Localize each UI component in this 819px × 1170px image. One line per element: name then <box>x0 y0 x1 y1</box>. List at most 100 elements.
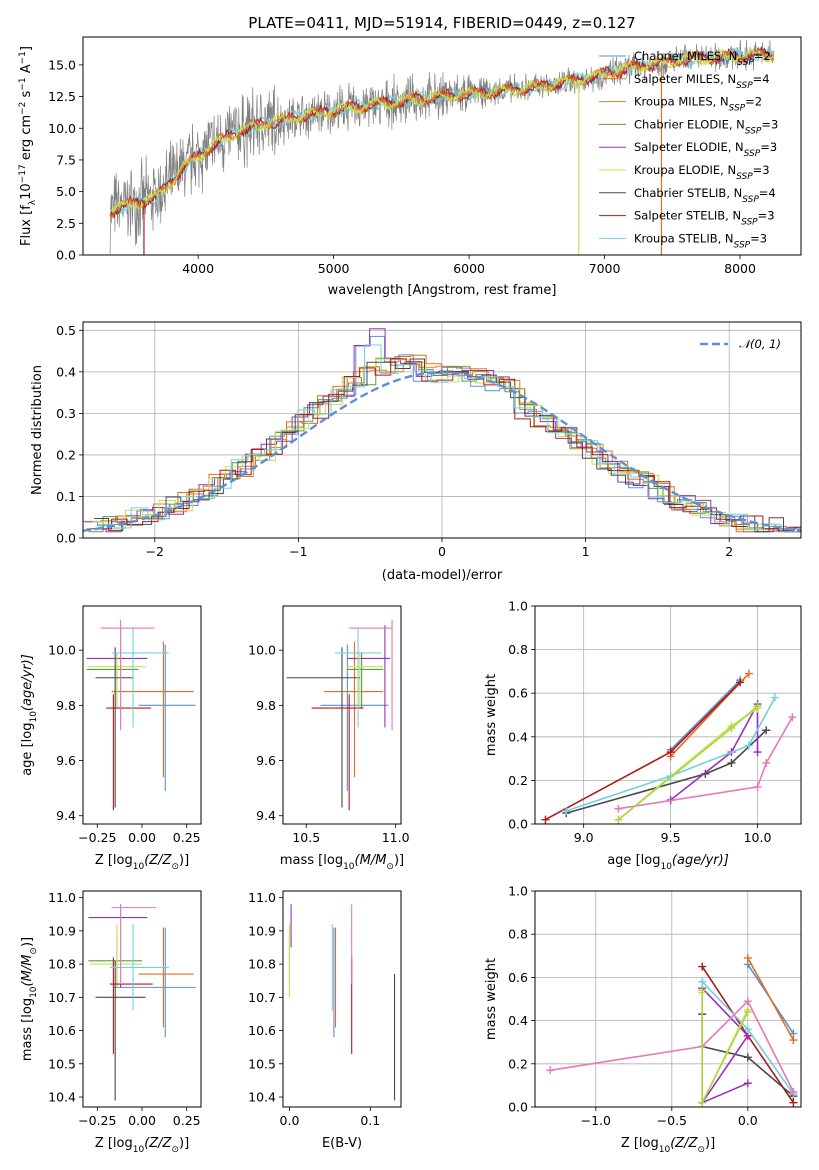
legend-entry: Salpeter MILES, NSSP=4 <box>634 72 770 91</box>
y-tick-label: 10.9 <box>248 923 276 938</box>
y-tick-label: 10.0 <box>48 121 76 136</box>
weight-line <box>618 716 793 810</box>
y-tick-label: 9.6 <box>56 753 76 768</box>
spectrum-panel <box>109 39 775 255</box>
spectrum-lines <box>109 39 775 255</box>
spectrum-model-line <box>110 48 774 213</box>
legend-entry: Kroupa ELODIE, NSSP=3 <box>634 163 770 182</box>
histograms <box>82 328 802 533</box>
weight-marker <box>762 726 771 735</box>
x-tick-label: 4000 <box>182 261 214 276</box>
y-tick-label: 12.5 <box>48 89 76 104</box>
y-tick-label: 0.6 <box>508 686 528 701</box>
x-tick-label: 0.00 <box>128 1113 156 1128</box>
y-axis-label: mass weight <box>484 674 499 756</box>
x-axis-label: Z [log10(Z/Z⊙)] <box>621 1136 715 1155</box>
x-tick-label: −1 <box>289 544 307 559</box>
x-tick-label: 8000 <box>724 261 756 276</box>
axes-mass-vs-Z: −0.25 0.00 0.25 10.4 10.5 10.6 10.7 10.8 10.9 11.… <box>48 890 200 1128</box>
x-axis-label: mass [log10(M/M⊙)] <box>280 853 404 872</box>
y-tick-label: 10.8 <box>248 957 276 972</box>
y-tick-label: 0.2 <box>508 1056 528 1071</box>
y-tick-label: 15.0 <box>48 57 76 72</box>
y-tick-label: 2.5 <box>56 216 76 231</box>
weight-marker <box>788 713 797 722</box>
y-tick-label: 10.7 <box>48 990 76 1005</box>
x-tick-label: −0.5 <box>657 1113 687 1128</box>
x-tick-label: 2 <box>725 544 733 559</box>
weight-marker <box>546 1066 555 1075</box>
y-axis-label: mass [log10(M/M⊙)] <box>20 937 39 1061</box>
weight-line <box>670 703 759 801</box>
y-axis-label: Normed distribution <box>30 365 45 495</box>
y-tick-label: 0.6 <box>508 970 528 985</box>
y-tick-label: 9.8 <box>56 698 76 713</box>
histogram-step <box>86 363 801 530</box>
y-tick-label: 10.9 <box>48 923 76 938</box>
frame-mass-vs-Z <box>82 890 202 1108</box>
x-tick-label: 0.00 <box>128 830 156 845</box>
x-tick-label: 9.0 <box>574 830 594 845</box>
residuals-frame <box>82 321 802 539</box>
weight-line <box>550 999 795 1093</box>
x-tick-label: −2 <box>146 544 164 559</box>
gaussian-curve <box>82 371 802 532</box>
weight-marker <box>743 1007 752 1016</box>
y-axis-label: Flux [fλ10−17 erg cm−2 s−1 A−1] <box>18 46 38 246</box>
x-tick-label: 11.0 <box>382 830 410 845</box>
y-tick-label: 10.4 <box>248 1090 276 1105</box>
legend-entry: Kroupa MILES, NSSP=2 <box>634 95 762 114</box>
y-tick-label: 0.4 <box>508 729 528 744</box>
y-tick-label: 0.0 <box>56 531 76 546</box>
x-tick-label: 6000 <box>453 261 485 276</box>
y-tick-label: 9.8 <box>256 698 276 713</box>
weight-marker <box>541 815 550 824</box>
y-axis-label: mass weight <box>484 958 499 1040</box>
errorbars-age-vs-Z <box>86 619 196 811</box>
frame-age-vs-mass <box>282 605 402 825</box>
x-tick-label: 0.1 <box>360 1113 380 1128</box>
weight-marker <box>736 678 745 687</box>
y-tick-label: 9.4 <box>256 808 276 823</box>
y-tick-label: 10.7 <box>248 990 276 1005</box>
legend-entry: Chabrier ELODIE, NSSP=3 <box>634 117 778 136</box>
legend-entry: Kroupa STELIB, NSSP=3 <box>634 231 767 250</box>
weights-mass-weight-vs-Z <box>546 953 798 1107</box>
y-tick-label: 10.5 <box>48 1056 76 1071</box>
x-tick-label: 10.0 <box>744 830 772 845</box>
weights-mass-weight-vs-age <box>541 669 797 824</box>
weight-marker <box>698 977 707 986</box>
weight-marker <box>789 1036 798 1045</box>
axes-residuals: −2 −1 0 1 2 0.0 0.1 0.2 0.3 0.4 0.5 <box>56 322 801 559</box>
weight-line <box>617 705 759 821</box>
weight-marker <box>727 758 736 767</box>
y-tick-label: 1.0 <box>508 884 528 899</box>
y-tick-label: 9.6 <box>256 753 276 768</box>
spectrum-frame <box>82 36 802 256</box>
x-tick-label: 10.5 <box>292 830 320 845</box>
weight-line <box>566 697 776 812</box>
y-tick-label: 0.8 <box>508 927 528 942</box>
x-tick-label: 0.25 <box>173 830 201 845</box>
y-tick-label: 10.0 <box>48 643 76 658</box>
y-tick-label: 0.0 <box>508 817 528 832</box>
weight-marker <box>698 1098 707 1107</box>
weight-marker <box>614 815 623 824</box>
axes-mass-vs-EBV: 0.0 0.1 10.4 10.5 10.6 10.7 10.8 10.9 11.0 <box>248 890 380 1128</box>
x-axis-label: wavelength [Angstrom, rest frame] <box>328 283 557 298</box>
x-axis-label: (data-model)/error <box>382 568 503 583</box>
frame-age-vs-Z <box>82 605 202 825</box>
errorbars-mass-vs-Z <box>88 904 196 1101</box>
x-tick-label: 0.0 <box>738 1113 758 1128</box>
weight-marker <box>743 1053 752 1062</box>
weight-marker <box>698 986 707 995</box>
axes-spectrum: 4000 5000 6000 7000 8000 0.0 2.5 5.0 7.5 10.0 12.5… <box>48 57 756 276</box>
weight-marker <box>666 748 675 757</box>
x-tick-label: −0.25 <box>78 830 116 845</box>
weight-marker <box>789 1087 798 1096</box>
y-tick-label: 0.2 <box>56 447 76 462</box>
x-tick-label: −0.25 <box>78 1113 116 1128</box>
y-tick-label: 7.5 <box>56 152 76 167</box>
y-tick-label: 0.1 <box>56 489 76 504</box>
legend-entry: Salpeter ELODIE, NSSP=3 <box>634 140 777 159</box>
